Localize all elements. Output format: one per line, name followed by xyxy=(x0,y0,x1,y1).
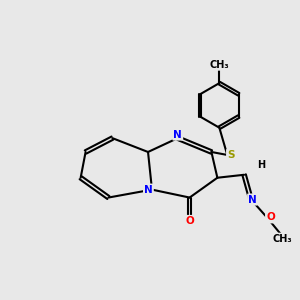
Text: CH₃: CH₃ xyxy=(209,60,229,70)
Text: O: O xyxy=(266,212,275,222)
Text: H: H xyxy=(257,160,265,170)
Text: N: N xyxy=(144,184,153,195)
Text: N: N xyxy=(173,130,182,140)
Text: N: N xyxy=(248,194,257,205)
Text: S: S xyxy=(227,150,235,160)
Text: O: O xyxy=(185,216,194,226)
Text: CH₃: CH₃ xyxy=(272,234,292,244)
